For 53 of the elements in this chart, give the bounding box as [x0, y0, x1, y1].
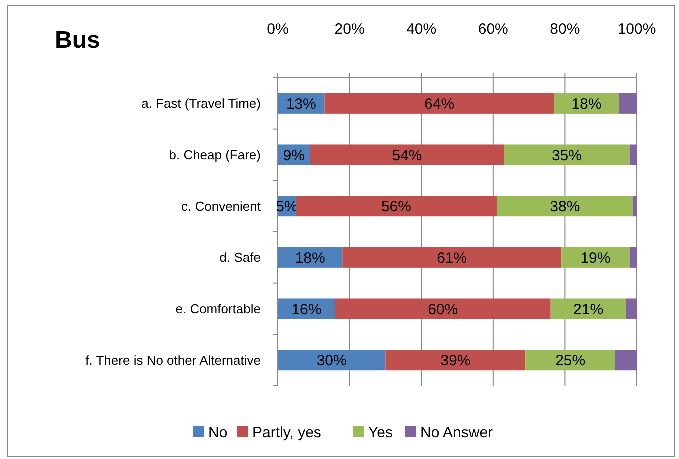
- x-tick-label: 0%: [267, 21, 289, 38]
- y-tick-label: e. Comfortable: [176, 302, 261, 317]
- data-label: 21%: [574, 301, 604, 318]
- data-label: 61%: [437, 250, 468, 267]
- data-label: 64%: [424, 96, 455, 113]
- y-tick-label: b. Cheap (Fare): [169, 148, 261, 163]
- bar: [526, 350, 616, 371]
- legend-label: Yes: [368, 424, 393, 442]
- data-label: 39%: [440, 352, 471, 370]
- x-tick-label: 80%: [550, 21, 580, 38]
- bar: [633, 196, 637, 217]
- text: Bus: [55, 27, 100, 54]
- data-label: 18%: [572, 96, 602, 113]
- data-label: 56%: [381, 198, 412, 216]
- x-tick-label: 20%: [334, 21, 365, 38]
- bar: [504, 144, 630, 166]
- x-tick-label: 100%: [618, 21, 656, 38]
- bar: [562, 247, 630, 268]
- bar: [278, 298, 336, 320]
- y-tick-label: f. There is No other Alternative: [86, 352, 261, 368]
- bar: [342, 247, 562, 268]
- bar: [324, 93, 554, 114]
- x-tick-label: 40%: [406, 21, 437, 38]
- data-label: 13%: [286, 96, 316, 113]
- bar: [626, 298, 637, 320]
- bar: [278, 350, 386, 371]
- data-label: 60%: [428, 301, 458, 318]
- bar: [335, 298, 551, 320]
- bar: [310, 144, 504, 166]
- bar: [630, 144, 637, 166]
- data-label: 16%: [292, 301, 322, 318]
- y-tick-label: c. Convenient: [182, 198, 262, 214]
- data-label: 19%: [580, 250, 611, 267]
- bar: [386, 350, 526, 371]
- data-label: 54%: [392, 147, 422, 164]
- data-label: 9%: [283, 147, 305, 164]
- bar: [296, 196, 497, 217]
- y-tick-label: a. Fast (Travel Time): [142, 96, 261, 112]
- legend-label: Partly, yes: [252, 424, 322, 442]
- data-label: 30%: [316, 352, 347, 370]
- y-tick-label: d. Safe: [220, 250, 261, 266]
- bar: [615, 350, 637, 371]
- bar: [496, 196, 634, 217]
- data-label: 35%: [552, 147, 582, 164]
- bar: [630, 247, 637, 268]
- legend-label: No: [208, 424, 228, 442]
- data-label: 25%: [556, 352, 586, 370]
- bar: [550, 298, 626, 320]
- legend-label: No Answer: [420, 424, 494, 442]
- data-label: 38%: [550, 198, 580, 216]
- x-tick-label: 60%: [478, 21, 508, 38]
- bar: [619, 93, 637, 114]
- data-label: 18%: [295, 250, 326, 267]
